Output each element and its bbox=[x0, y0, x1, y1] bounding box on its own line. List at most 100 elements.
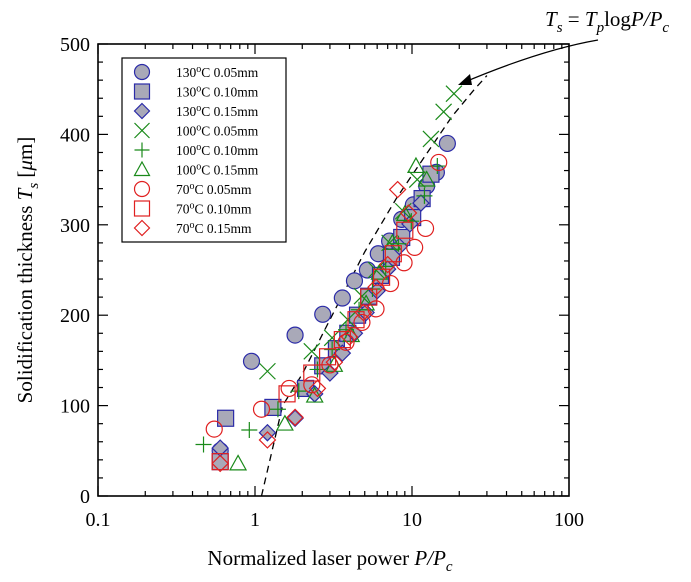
data-point bbox=[381, 234, 399, 252]
x-tick-label: 100 bbox=[554, 509, 584, 531]
data-point bbox=[333, 289, 351, 307]
y-tick-label: 100 bbox=[60, 396, 90, 418]
data-point bbox=[303, 376, 321, 394]
legend-label: 130oC 0.05mm bbox=[176, 64, 259, 80]
model-equation-annotation: Ts = TplogP/Pc bbox=[545, 7, 669, 36]
series-8 bbox=[211, 180, 418, 473]
legend-label: 130oC 0.10mm bbox=[176, 84, 259, 100]
data-point bbox=[258, 431, 277, 449]
data-point bbox=[303, 342, 321, 360]
data-point bbox=[370, 263, 389, 280]
data-point bbox=[438, 134, 456, 153]
data-point bbox=[406, 156, 425, 174]
data-point bbox=[388, 180, 407, 199]
legend-marker bbox=[134, 142, 150, 158]
legend-marker bbox=[133, 200, 151, 217]
legend-label: 100oC 0.10mm bbox=[176, 142, 259, 158]
data-point bbox=[259, 362, 276, 380]
data-point bbox=[406, 238, 424, 256]
legend-label: 100oC 0.05mm bbox=[176, 123, 259, 139]
data-points bbox=[195, 85, 463, 473]
data-point bbox=[280, 379, 298, 398]
plot-frame bbox=[97, 43, 570, 497]
data-point bbox=[205, 420, 223, 438]
axis-ticks bbox=[97, 43, 569, 497]
data-point bbox=[217, 409, 235, 427]
legend-marker bbox=[133, 160, 151, 177]
data-point bbox=[360, 288, 378, 306]
data-point bbox=[318, 348, 337, 366]
y-tick-label: 0 bbox=[80, 486, 90, 508]
data-point bbox=[286, 408, 304, 427]
data-point bbox=[445, 85, 463, 103]
data-point bbox=[354, 303, 373, 322]
model-curve-layer bbox=[260, 75, 488, 497]
legend-marker bbox=[133, 180, 151, 198]
legend-label: 100oC 0.15mm bbox=[176, 162, 259, 178]
data-point bbox=[303, 364, 321, 382]
data-point bbox=[345, 272, 364, 290]
legend-marker bbox=[133, 219, 151, 237]
model-curve bbox=[260, 75, 488, 497]
legend-label: 70oC 0.15mm bbox=[176, 220, 252, 236]
data-point bbox=[367, 278, 385, 297]
data-point bbox=[435, 103, 453, 121]
tick-labels: 0.1 1 10 100 0 100 200 300 400 500 bbox=[60, 34, 584, 531]
data-point bbox=[314, 305, 332, 323]
data-point bbox=[403, 213, 420, 230]
data-point bbox=[229, 454, 248, 471]
y-tick-label: 200 bbox=[60, 305, 90, 327]
data-point bbox=[416, 187, 433, 204]
data-point bbox=[417, 170, 436, 187]
data-point bbox=[241, 422, 258, 439]
y-tick-label: 400 bbox=[60, 124, 90, 146]
y-axis-label: Solidification thickness Ts [μm] bbox=[13, 137, 42, 404]
data-point bbox=[416, 219, 435, 238]
data-point bbox=[383, 233, 402, 250]
data-point bbox=[195, 436, 212, 453]
legend: 130oC 0.05mm 130oC 0.10mm 130oC 0.15mm 100o… bbox=[121, 57, 287, 243]
data-point bbox=[399, 204, 418, 222]
data-point bbox=[211, 453, 229, 471]
data-point bbox=[430, 153, 448, 172]
data-point bbox=[422, 130, 440, 148]
data-point bbox=[353, 287, 371, 305]
data-point bbox=[408, 171, 426, 189]
y-tick-label: 300 bbox=[60, 215, 90, 237]
data-point bbox=[286, 409, 304, 428]
data-point bbox=[252, 400, 271, 418]
data-point bbox=[337, 333, 355, 351]
data-point bbox=[211, 454, 230, 473]
data-point bbox=[395, 254, 413, 272]
data-point bbox=[357, 294, 376, 311]
data-point bbox=[308, 379, 327, 398]
data-point bbox=[353, 313, 371, 332]
data-point bbox=[286, 326, 304, 344]
x-tick-label: 1 bbox=[250, 509, 260, 531]
annotation-arrowhead bbox=[458, 74, 472, 85]
legend-label: 70oC 0.05mm bbox=[176, 181, 252, 197]
legend-label: 130oC 0.15mm bbox=[176, 103, 259, 119]
data-point bbox=[325, 353, 344, 372]
data-point bbox=[269, 401, 286, 418]
x-axis-label: Normalized laser power P/Pc bbox=[207, 546, 453, 575]
data-point bbox=[242, 352, 261, 370]
data-point bbox=[338, 321, 355, 338]
legend-marker bbox=[133, 63, 151, 81]
data-point bbox=[278, 385, 296, 403]
data-point bbox=[396, 221, 414, 239]
x-tick-label: 0.1 bbox=[86, 509, 111, 531]
data-point bbox=[333, 331, 351, 349]
legend-label: 70oC 0.10mm bbox=[176, 201, 252, 217]
legend-marker bbox=[133, 83, 151, 100]
data-point bbox=[340, 328, 359, 346]
data-point bbox=[290, 383, 307, 400]
data-point bbox=[324, 341, 341, 358]
legend-marker bbox=[134, 122, 150, 139]
data-point bbox=[381, 274, 400, 293]
legend-marker bbox=[133, 102, 151, 120]
data-point bbox=[378, 255, 397, 274]
y-tick-label: 500 bbox=[60, 34, 90, 56]
x-tick-label: 10 bbox=[402, 509, 422, 531]
